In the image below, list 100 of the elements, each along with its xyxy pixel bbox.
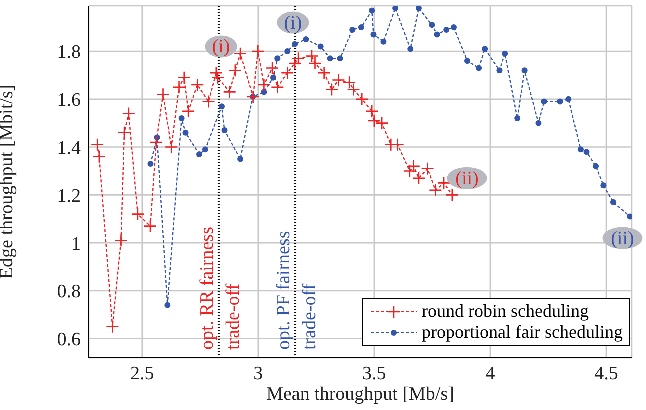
point	[380, 38, 387, 45]
point	[514, 116, 521, 122]
point	[318, 66, 331, 80]
point	[164, 140, 178, 154]
point	[451, 24, 458, 31]
point	[210, 66, 224, 80]
point	[122, 107, 136, 120]
point	[222, 128, 228, 134]
x-tick-label: 3	[254, 363, 264, 384]
point	[429, 184, 442, 198]
point	[593, 163, 600, 170]
point	[325, 83, 339, 96]
point	[610, 199, 616, 206]
point	[446, 188, 460, 202]
point	[90, 138, 104, 152]
point	[600, 182, 607, 189]
point	[246, 90, 260, 104]
point	[148, 161, 154, 168]
point	[502, 50, 508, 57]
point	[566, 96, 572, 102]
point	[211, 71, 225, 84]
point	[196, 151, 202, 158]
point	[416, 6, 422, 12]
point	[391, 138, 405, 152]
point	[223, 86, 237, 99]
point	[234, 47, 248, 61]
point	[434, 32, 440, 38]
annotation: (i)	[212, 36, 230, 58]
point	[370, 32, 377, 38]
point	[182, 104, 196, 118]
point	[437, 176, 451, 190]
point	[292, 52, 306, 66]
point	[178, 116, 185, 122]
point	[258, 78, 271, 92]
point	[522, 68, 528, 74]
point	[144, 220, 158, 233]
point	[337, 56, 344, 62]
point	[392, 6, 399, 12]
legend-label: round robin scheduling	[422, 301, 590, 322]
point	[202, 95, 216, 108]
point	[131, 208, 145, 221]
point	[280, 66, 294, 80]
point	[332, 74, 346, 87]
point	[252, 44, 265, 58]
point	[369, 8, 376, 14]
point	[202, 146, 208, 153]
point	[541, 98, 548, 105]
point	[182, 130, 189, 136]
y-tick-label: 1.6	[57, 90, 81, 112]
point	[429, 22, 436, 28]
point	[106, 320, 120, 334]
point	[156, 88, 170, 102]
x-tick-label: 4.5	[594, 363, 618, 384]
point	[536, 120, 542, 126]
ref-line-label: opt. RR fairness trade-off	[196, 227, 244, 350]
point	[271, 80, 284, 94]
point	[407, 160, 421, 174]
point	[228, 64, 242, 78]
point	[358, 24, 364, 31]
point	[318, 44, 324, 50]
point	[178, 71, 192, 84]
point	[118, 126, 132, 140]
point	[270, 74, 276, 81]
x-tick-label: 4	[486, 363, 496, 384]
point	[444, 26, 450, 33]
legend-label: proportional fair scheduling	[422, 322, 623, 343]
point	[464, 58, 470, 64]
point	[164, 302, 171, 308]
point	[266, 62, 280, 75]
point	[421, 162, 434, 176]
point	[408, 46, 414, 52]
annotation: (i)	[284, 12, 302, 34]
x-axis-title: Mean throughput [Mb/s]	[266, 384, 454, 405]
point	[584, 149, 590, 156]
point	[303, 36, 310, 43]
y-tick-label: 1	[72, 234, 81, 255]
x-tick-label: 3.5	[362, 363, 386, 384]
point	[292, 41, 298, 48]
point	[355, 92, 369, 106]
point	[238, 156, 244, 162]
point	[476, 65, 482, 72]
point	[482, 46, 488, 52]
point	[627, 214, 632, 220]
point	[114, 234, 128, 248]
point	[274, 56, 281, 62]
annotation: (ii)	[611, 228, 634, 250]
point	[288, 56, 302, 70]
point	[375, 116, 389, 130]
y-tick-label: 1.4	[57, 138, 82, 160]
point	[190, 78, 204, 92]
point	[172, 80, 186, 94]
point	[578, 146, 584, 153]
point	[368, 114, 382, 128]
y-tick-label: 1.2	[57, 186, 81, 207]
ref-line-label: opt. PF fairness trade-off	[274, 231, 321, 350]
annotation: (ii)	[456, 168, 479, 190]
point	[365, 104, 379, 118]
point	[150, 136, 164, 150]
x-tick-label: 2.5	[130, 363, 154, 384]
y-tick-label: 0.8	[57, 282, 81, 303]
